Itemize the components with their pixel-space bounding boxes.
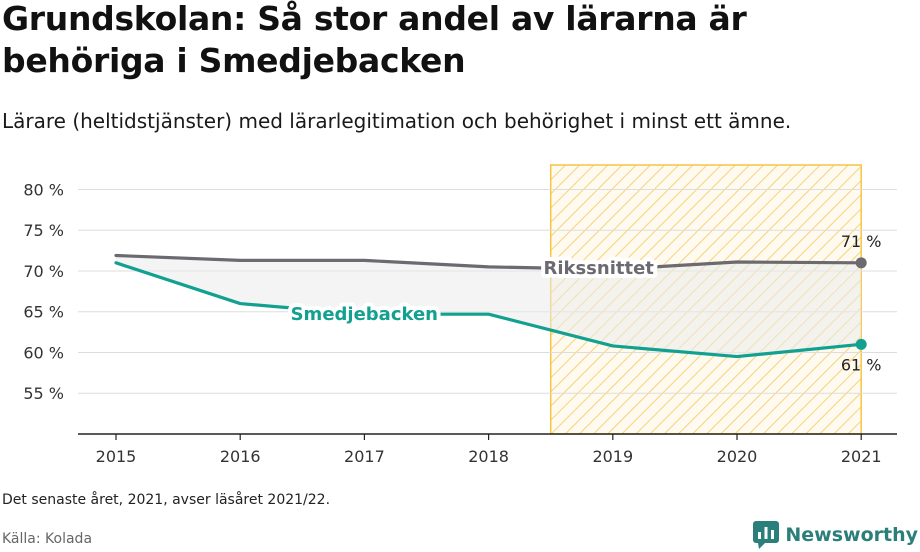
data-point-smedjebacken (855, 338, 867, 350)
end-label-rikssnittet: 71 % (841, 232, 882, 251)
newsworthy-logo[interactable]: Newsworthy (753, 521, 918, 549)
y-tick-label: 80 % (23, 180, 64, 199)
end-label-smedjebacken: 61 % (841, 355, 882, 374)
line-chart: 55 % 60 % 65 % 70 % 75 % 80 % 2015 2016 2017 201… (23, 164, 897, 466)
x-tick-label: 2015 (96, 447, 137, 466)
chart-title: Grundskolan: Så stor andel av lärarna är… (2, 0, 747, 80)
svg-text:Rikssnittet: Rikssnittet (543, 258, 654, 279)
svg-text:Smedjebacken: Smedjebacken (291, 304, 438, 325)
x-tick-label: 2017 (344, 447, 385, 466)
svg-text:Smedjebacken: Smedjebacken (291, 304, 438, 325)
brand-name: Newsworthy (785, 524, 918, 546)
y-tick-label: 75 % (23, 221, 64, 240)
x-tick-label: 2020 (717, 447, 758, 466)
x-tick-label: 2019 (592, 447, 633, 466)
series-line-smedjebacken (114, 261, 863, 359)
y-tick-label: 60 % (23, 343, 64, 362)
y-tick-label: 55 % (23, 384, 64, 403)
x-tick-label: 2016 (220, 447, 261, 466)
data-point-rikssnittet (855, 257, 867, 269)
x-tick-label: 2021 (841, 447, 882, 466)
series-line-rikssnittet (114, 253, 863, 271)
chart-subtitle: Lärare (heltidstjänster) med lärarlegiti… (2, 109, 792, 133)
svg-text:Rikssnittet: Rikssnittet (543, 258, 654, 279)
bar-chart-speech-icon (753, 521, 780, 549)
source-note: Källa: Kolada (2, 531, 93, 547)
footnote: Det senaste året, 2021, avser läsåret 20… (2, 492, 331, 508)
y-tick-label: 70 % (23, 262, 64, 281)
x-tick-label: 2018 (468, 447, 509, 466)
y-tick-label: 65 % (23, 303, 64, 322)
gap-area (116, 255, 862, 357)
